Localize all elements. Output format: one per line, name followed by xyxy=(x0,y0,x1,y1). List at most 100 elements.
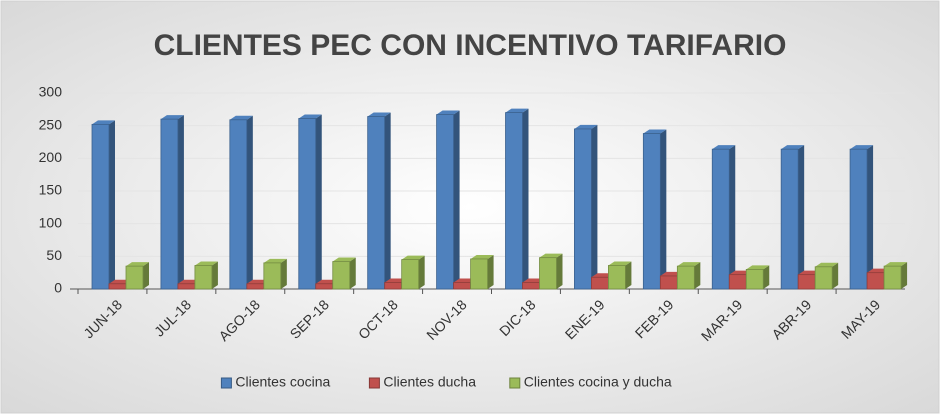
bar xyxy=(160,115,184,290)
bar-face xyxy=(298,118,317,290)
bar-side xyxy=(211,261,218,289)
y-tick-label: 200 xyxy=(39,149,63,165)
bar xyxy=(780,145,805,290)
bar-top xyxy=(401,255,425,260)
bar xyxy=(505,108,529,290)
bar-top xyxy=(194,261,218,266)
bar-top xyxy=(539,253,563,258)
bar-top xyxy=(505,108,529,113)
bar xyxy=(711,145,736,290)
bar-top xyxy=(367,112,391,117)
bar-side xyxy=(487,254,494,289)
bar-top xyxy=(470,254,494,259)
bar-top xyxy=(298,114,322,119)
bar-face xyxy=(160,118,179,290)
bar-top xyxy=(781,145,805,150)
bar-top xyxy=(332,257,356,262)
y-tick-label: 0 xyxy=(54,280,62,296)
bar-face xyxy=(522,282,540,290)
legend-label: Clientes ducha xyxy=(383,374,476,390)
bar-side xyxy=(143,262,149,289)
bar-face xyxy=(505,112,523,290)
bar-face xyxy=(539,257,557,290)
bar-top xyxy=(815,262,839,267)
bar xyxy=(745,265,770,290)
bar-face xyxy=(745,268,764,290)
bar-face xyxy=(849,148,868,290)
bar xyxy=(194,261,218,290)
bar-side xyxy=(556,253,563,289)
bar-top xyxy=(643,129,667,134)
bar xyxy=(676,262,701,290)
bar-top xyxy=(160,115,184,120)
bar-side xyxy=(315,114,322,289)
bar-face xyxy=(608,265,626,290)
bar xyxy=(401,255,425,290)
bar-face xyxy=(436,114,454,290)
bar-top xyxy=(92,120,115,125)
bar-side xyxy=(832,262,839,289)
bar-face xyxy=(108,283,127,290)
legend-swatch xyxy=(220,377,232,389)
bar xyxy=(91,120,115,290)
bar xyxy=(608,261,632,290)
bar-side xyxy=(867,145,874,289)
bar xyxy=(642,129,667,290)
bar-face xyxy=(453,282,471,290)
legend-label: Clientes cocina xyxy=(235,374,330,390)
bar-side xyxy=(625,261,632,289)
chart-title: CLIENTES PEC CON INCENTIVO TARIFARIO xyxy=(154,29,787,62)
bar-side xyxy=(109,120,115,289)
legend-swatch xyxy=(368,377,380,389)
bar-side xyxy=(453,110,460,289)
bar xyxy=(263,258,287,290)
legend-label: Clientes cocina y ducha xyxy=(524,374,672,390)
bar-top xyxy=(850,145,874,150)
bar-face xyxy=(263,262,282,290)
bar-face xyxy=(642,133,661,290)
bar-face xyxy=(659,275,678,290)
y-tick-label: 100 xyxy=(39,214,63,230)
bar-side xyxy=(591,124,598,289)
bar-face xyxy=(711,148,730,290)
y-tick-label: 250 xyxy=(39,116,63,132)
bar-face xyxy=(91,123,110,290)
bar-side xyxy=(694,262,701,289)
bar xyxy=(539,253,563,290)
bar-side xyxy=(729,145,736,289)
bar-face xyxy=(866,272,885,290)
bar xyxy=(814,262,839,290)
bar-side xyxy=(246,115,253,289)
bar-side xyxy=(798,145,805,289)
bar-face xyxy=(315,283,334,290)
y-tick-label: 150 xyxy=(39,182,63,198)
bar xyxy=(436,110,460,290)
bar-side xyxy=(522,108,529,289)
bar-top xyxy=(884,262,908,267)
bar-face xyxy=(574,128,592,290)
bar-face xyxy=(814,266,833,290)
bar xyxy=(332,257,356,290)
bar-face xyxy=(591,276,609,290)
bar-side xyxy=(349,257,356,289)
bar-side xyxy=(384,112,391,290)
bar-top xyxy=(608,261,632,266)
y-tick-label: 300 xyxy=(39,84,63,100)
bar-side xyxy=(660,129,667,289)
bar-top xyxy=(229,115,253,120)
bar-face xyxy=(728,274,747,290)
bar xyxy=(849,145,874,290)
bar-face xyxy=(177,283,196,290)
bar-face xyxy=(229,119,248,290)
bar-side xyxy=(280,258,287,289)
bar xyxy=(125,262,149,290)
y-tick-label: 50 xyxy=(46,247,62,263)
bar-top xyxy=(712,145,736,150)
bar-top xyxy=(263,258,287,263)
bar-face xyxy=(332,261,351,290)
bar-side xyxy=(901,262,908,289)
bar-face xyxy=(194,265,213,290)
bar-face xyxy=(780,148,799,290)
bar-face xyxy=(470,258,488,290)
